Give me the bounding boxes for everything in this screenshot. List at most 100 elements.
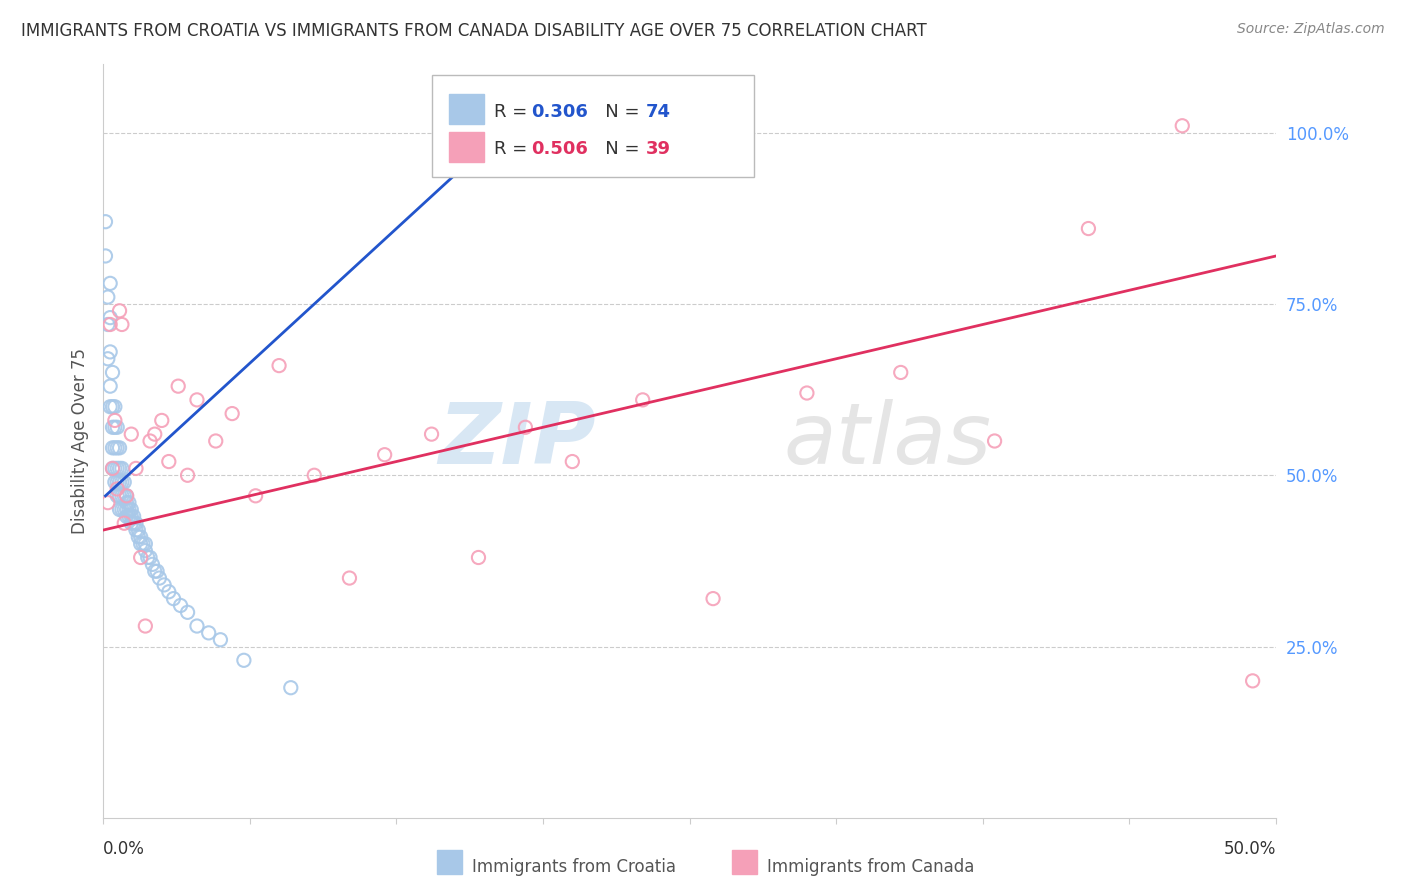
Point [1171, 119, 1194, 133]
Point [129, 530, 152, 544]
Point [245, 489, 267, 503]
Point [120, 516, 142, 531]
Point [111, 461, 134, 475]
Point [304, 468, 326, 483]
Point [150, 413, 173, 427]
Point [115, 496, 138, 510]
Point [108, 441, 131, 455]
Point [108, 475, 131, 489]
Point [115, 489, 138, 503]
Point [94, 215, 117, 229]
Point [374, 448, 396, 462]
Point [129, 537, 152, 551]
Point [702, 591, 724, 606]
Point [157, 454, 180, 468]
Point [176, 605, 198, 619]
Text: R =: R = [494, 103, 533, 120]
Point [108, 502, 131, 516]
FancyBboxPatch shape [432, 75, 754, 178]
Text: atlas: atlas [783, 400, 991, 483]
Point [420, 427, 443, 442]
FancyBboxPatch shape [449, 95, 484, 124]
Point [105, 482, 128, 496]
Point [98, 400, 121, 414]
Point [186, 392, 208, 407]
Point [111, 318, 134, 332]
Point [105, 461, 128, 475]
Text: 50.0%: 50.0% [1223, 840, 1277, 858]
Point [111, 489, 134, 503]
Point [167, 379, 190, 393]
Point [115, 502, 138, 516]
Point [101, 400, 124, 414]
Point [104, 413, 127, 427]
Text: Source: ZipAtlas.com: Source: ZipAtlas.com [1237, 22, 1385, 37]
Point [143, 564, 166, 578]
Point [112, 516, 135, 531]
Point [139, 434, 162, 448]
Point [98, 277, 121, 291]
Point [104, 475, 127, 489]
Point [104, 441, 127, 455]
Point [221, 407, 243, 421]
Point [339, 571, 361, 585]
Point [186, 619, 208, 633]
Text: 0.506: 0.506 [531, 140, 588, 158]
Text: Immigrants from Canada: Immigrants from Canada [766, 858, 974, 876]
Point [162, 591, 184, 606]
Text: N =: N = [588, 140, 645, 158]
Point [139, 550, 162, 565]
Text: 39: 39 [647, 140, 671, 158]
Point [467, 550, 489, 565]
Point [1077, 221, 1099, 235]
Point [631, 392, 654, 407]
Point [796, 386, 818, 401]
Point [204, 434, 226, 448]
Point [125, 516, 148, 531]
Point [101, 420, 124, 434]
Point [136, 550, 159, 565]
Point [98, 318, 121, 332]
Point [104, 400, 127, 414]
Text: 74: 74 [647, 103, 671, 120]
Point [98, 345, 121, 359]
Point [101, 461, 124, 475]
Point [115, 489, 138, 503]
Point [97, 290, 120, 304]
Point [118, 496, 141, 510]
Point [112, 475, 135, 489]
Point [134, 619, 156, 633]
Text: IMMIGRANTS FROM CROATIA VS IMMIGRANTS FROM CANADA DISABILITY AGE OVER 75 CORRELA: IMMIGRANTS FROM CROATIA VS IMMIGRANTS FR… [21, 22, 927, 40]
Point [197, 626, 219, 640]
Point [104, 420, 127, 434]
Text: 0.0%: 0.0% [103, 840, 145, 858]
Point [134, 537, 156, 551]
Point [232, 653, 254, 667]
Point [122, 509, 145, 524]
Point [108, 489, 131, 503]
Point [112, 502, 135, 516]
Point [97, 496, 120, 510]
Point [125, 523, 148, 537]
Point [97, 318, 120, 332]
Point [111, 502, 134, 516]
Text: R =: R = [494, 140, 533, 158]
Point [118, 509, 141, 524]
Point [157, 584, 180, 599]
Point [112, 489, 135, 503]
Point [118, 502, 141, 516]
Point [890, 366, 912, 380]
Point [97, 351, 120, 366]
Point [129, 550, 152, 565]
Point [125, 461, 148, 475]
Point [146, 564, 169, 578]
Point [209, 632, 232, 647]
Point [101, 366, 124, 380]
Point [98, 379, 121, 393]
Point [101, 461, 124, 475]
Point [983, 434, 1005, 448]
Point [176, 468, 198, 483]
Point [101, 441, 124, 455]
Point [104, 461, 127, 475]
Point [111, 475, 134, 489]
